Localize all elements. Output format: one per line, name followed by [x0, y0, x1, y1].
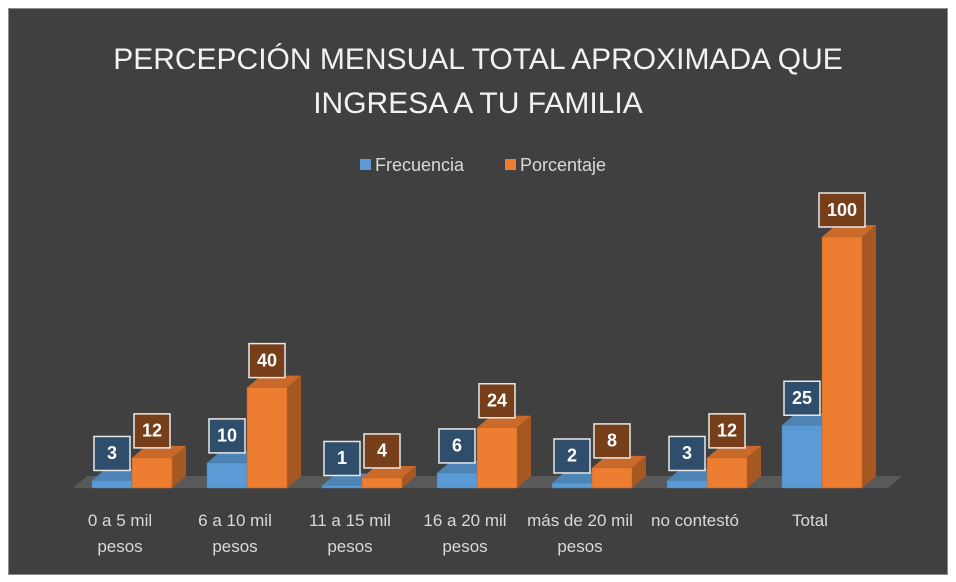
bar-side: [517, 415, 531, 488]
data-label: 25: [792, 388, 812, 408]
x-tick-label: Total: [792, 511, 828, 530]
bar: [91, 480, 133, 489]
bar: [666, 480, 708, 489]
bar-side: [747, 445, 761, 488]
bar-top: [362, 465, 416, 478]
legend-swatch: [505, 159, 516, 170]
bar-side: [287, 375, 301, 488]
data-label-box: [438, 428, 476, 464]
data-label: 3: [682, 443, 692, 463]
data-label-box: [668, 435, 706, 472]
data-label: 100: [827, 200, 857, 220]
bar: [591, 467, 633, 489]
x-tick-label: más de 20 mil pesos: [527, 511, 633, 556]
data-label: 6: [452, 436, 462, 456]
legend-label: Frecuencia: [375, 155, 465, 175]
bar: [476, 427, 518, 489]
bar-top: [132, 445, 186, 458]
data-label-box: [363, 433, 401, 469]
bar-top: [247, 375, 301, 388]
bar: [206, 462, 248, 489]
data-label-box: [93, 435, 131, 472]
bar-top: [477, 415, 531, 428]
bar-top: [707, 445, 761, 458]
bar: [436, 472, 478, 489]
x-tick-label: 6 a 10 mil pesos: [198, 511, 272, 556]
data-label-box: [708, 413, 746, 449]
legend-label: Porcentaje: [520, 155, 606, 175]
bar: [551, 482, 593, 489]
data-label: 40: [257, 350, 277, 370]
data-label-box: [553, 438, 591, 474]
data-label: 1: [337, 448, 347, 468]
bar: [781, 425, 823, 489]
data-label-box: [323, 440, 361, 477]
bar: [821, 236, 863, 489]
data-label-box: [818, 192, 866, 228]
data-label-box: [208, 418, 246, 454]
bar: [706, 457, 748, 489]
x-tick-label: 11 a 15 mil pesos: [309, 511, 391, 556]
legend-swatch: [360, 159, 371, 170]
bar-side: [172, 445, 186, 488]
bar-side: [632, 455, 646, 488]
x-tick-label: no contestó: [651, 511, 739, 530]
data-label: 4: [377, 441, 387, 461]
data-label-box: [593, 423, 631, 459]
data-label-box: [248, 342, 286, 379]
data-label: 2: [567, 446, 577, 466]
chart-title: PERCEPCIÓN MENSUAL TOTAL APROXIMADA QUE …: [113, 43, 843, 120]
bar: [131, 457, 173, 489]
data-label-box: [478, 383, 516, 419]
x-tick-label: 16 a 20 mil pesos: [423, 511, 507, 556]
x-tick-label: 0 a 5 mil pesos: [87, 511, 153, 556]
bar: [246, 387, 288, 489]
bar: [321, 485, 363, 489]
bar-side: [402, 465, 416, 488]
data-label-box: [133, 413, 171, 449]
data-label: 12: [717, 421, 737, 441]
bar: [361, 477, 403, 489]
bar-top: [822, 225, 876, 237]
data-label: 12: [142, 421, 162, 441]
data-label: 10: [217, 426, 237, 446]
data-label: 3: [107, 443, 117, 463]
bar-side: [862, 225, 876, 488]
data-label-box: [783, 380, 821, 416]
data-label: 8: [607, 431, 617, 451]
data-label: 24: [487, 391, 507, 411]
bar-top: [592, 455, 646, 468]
